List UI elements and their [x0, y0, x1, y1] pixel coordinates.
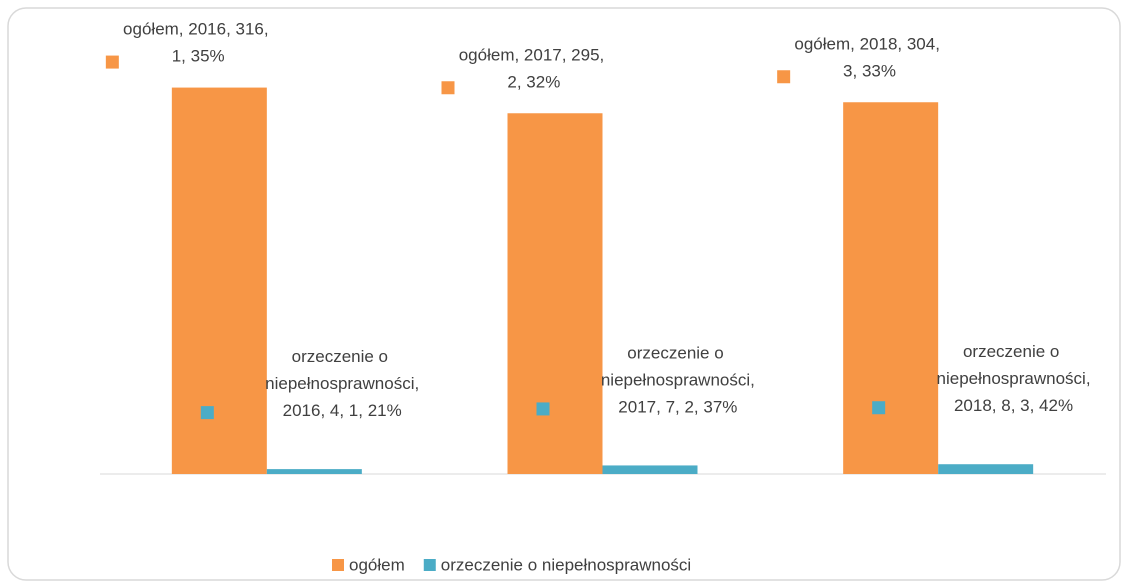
legend-label: ogółem	[349, 555, 405, 574]
legend-label: orzeczenie o niepełnosprawności	[441, 555, 691, 574]
bar	[602, 465, 698, 474]
data-label: ogółem, 2017, 295, 2, 32%	[459, 46, 605, 92]
legend-swatch	[332, 559, 344, 571]
label-marker	[536, 402, 550, 416]
label-marker	[200, 406, 214, 420]
label-marker	[872, 401, 886, 415]
bar	[171, 87, 267, 474]
label-marker	[777, 70, 791, 84]
legend-swatch	[423, 559, 436, 571]
bar	[266, 469, 362, 474]
data-label: orzeczenie o niepełnosprawności, 2017, 7…	[596, 344, 755, 417]
data-label: orzeczenie o niepełnosprawności, 2016, 4…	[260, 348, 419, 421]
label-marker	[105, 55, 119, 69]
label-marker	[441, 81, 455, 95]
bar	[843, 102, 939, 474]
data-label: orzeczenie o niepełnosprawności, 2018, 8…	[932, 343, 1091, 416]
data-label: ogółem, 2018, 304, 3, 33%	[794, 35, 940, 81]
bar	[938, 464, 1034, 474]
data-label: ogółem, 2016, 316, 1, 35%	[123, 20, 269, 66]
bar	[507, 113, 603, 474]
